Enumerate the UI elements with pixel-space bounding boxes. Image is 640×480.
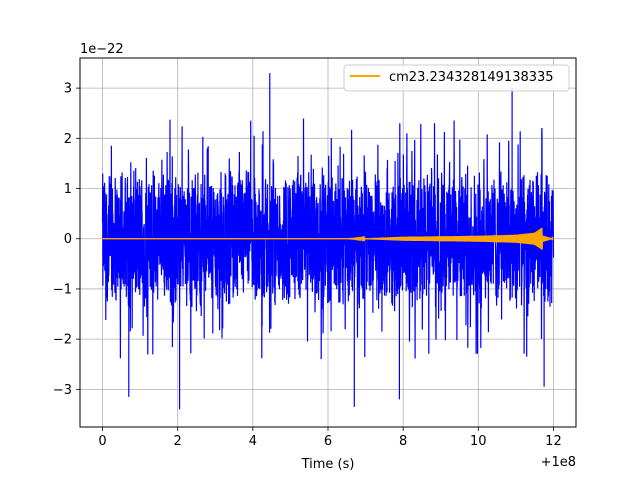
y-tick-label: 0 (64, 232, 72, 247)
x-tick-label: 12 (545, 434, 562, 449)
x-tick-label: 10 (470, 434, 487, 449)
x-axis-label: Time (s) (301, 457, 355, 472)
x-tick-label: 6 (324, 434, 332, 449)
y-axis: 3 2 1 0 −1 −2 −3 (53, 82, 80, 398)
legend-box (343, 64, 570, 92)
x-tick-label: 2 (174, 434, 182, 449)
x-tick-label: 4 (249, 434, 257, 449)
x-axis: 0 2 4 6 8 10 12 (98, 427, 562, 449)
x-offset-label: +1e8 (541, 455, 576, 470)
template-line (102, 227, 554, 250)
y-tick-label: −1 (53, 282, 72, 297)
y-tick-label: −2 (53, 333, 72, 348)
template-series (102, 227, 554, 250)
noise-series (101, 73, 555, 410)
legend: cm23.234328149138335 (343, 64, 570, 92)
noise-line (101, 73, 555, 410)
y-tick-label: −3 (53, 383, 72, 398)
y-tick-label: 3 (64, 82, 72, 97)
y-scale-label: 1e−22 (80, 42, 124, 57)
x-tick-label: 8 (399, 434, 407, 449)
y-tick-label: 2 (64, 132, 72, 147)
legend-label: cm23.234328149138335 (389, 70, 554, 85)
y-tick-label: 1 (64, 182, 72, 197)
x-tick-label: 0 (98, 434, 106, 449)
